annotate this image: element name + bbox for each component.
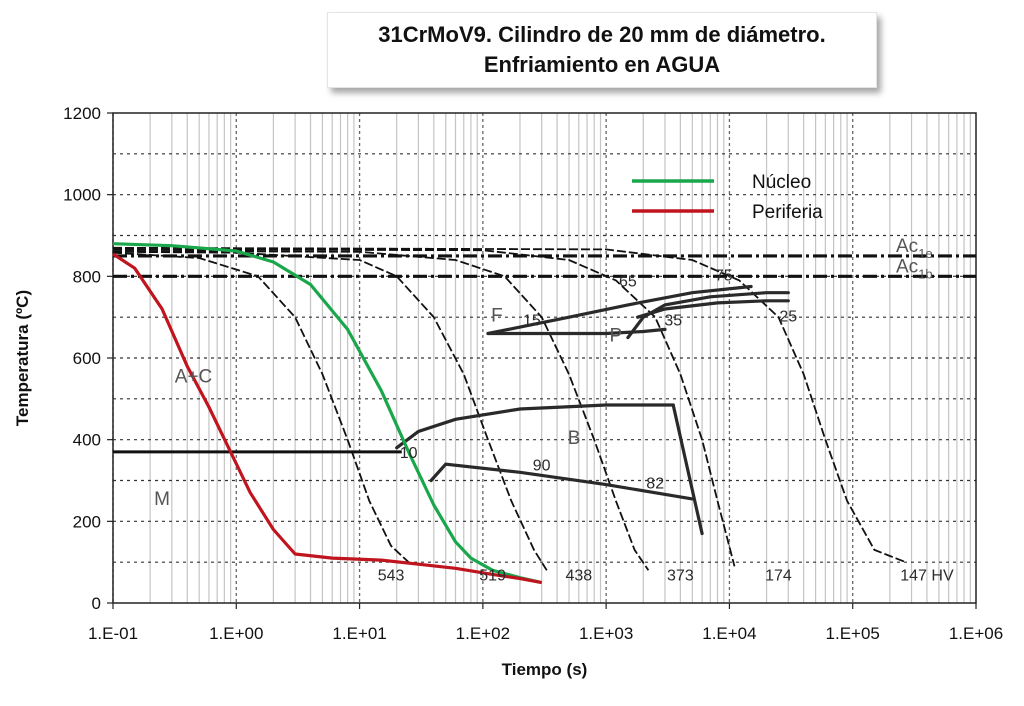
curve-label: 519 — [479, 568, 506, 585]
series-line — [112, 252, 542, 585]
x-tick-label: 1.E+00 — [209, 624, 263, 643]
transformation-zones — [395, 284, 790, 536]
curve-label: 438 — [565, 568, 592, 585]
curve-label: 373 — [667, 568, 694, 585]
transformation-boundary — [429, 462, 694, 501]
transformation-boundary — [395, 403, 675, 450]
y-axis: 0 200 400 600 800 1000 1200 — [63, 104, 113, 613]
curve-label: 10 — [400, 445, 418, 462]
y-tick-label: 1200 — [63, 104, 101, 123]
transformation-boundary — [486, 327, 667, 336]
region-label: F — [491, 305, 503, 326]
x-axis: 1.E-01 1.E+00 1.E+01 1.E+02 1.E+03 1.E+04 1.E+… — [88, 603, 1003, 643]
x-tick-label: 1.E+04 — [702, 624, 756, 643]
curve-label: 75 — [715, 267, 733, 284]
y-tick-label: 600 — [73, 349, 101, 368]
legend-label: Núcleo — [752, 172, 811, 193]
curve-label: 15 — [523, 312, 541, 329]
y-tick-label: 400 — [73, 431, 101, 450]
curve-label: 147 HV — [900, 568, 954, 585]
y-tick-label: 0 — [92, 594, 101, 613]
series-line — [112, 242, 543, 585]
x-tick-label: 1.E-01 — [88, 624, 138, 643]
curve-label: 82 — [646, 476, 664, 493]
curve-label: 25 — [779, 308, 797, 325]
region-label: B — [568, 428, 581, 449]
x-tick-label: 1.E+01 — [332, 624, 386, 643]
x-tick-label: 1.E+05 — [826, 624, 880, 643]
curve-label: 543 — [378, 568, 405, 585]
region-label: P — [610, 326, 623, 347]
y-tick-label: 800 — [73, 267, 101, 286]
y-tick-label: 200 — [73, 512, 101, 531]
curve-label: 35 — [664, 312, 682, 329]
region-label: A+C — [175, 367, 213, 388]
y-tick-label: 1000 — [63, 186, 101, 205]
transformation-boundary — [486, 284, 753, 336]
x-tick-label: 1.E+02 — [456, 624, 510, 643]
annotations: 65 75 15 35 25 10 90 82 543 519 438 373 174 147 HV F P B… — [154, 267, 954, 584]
curve-label: 174 — [765, 568, 792, 585]
curve-label: 90 — [533, 457, 551, 474]
x-axis-label: Tiempo (s) — [502, 660, 588, 679]
transformation-boundary — [636, 299, 790, 319]
reference-line-label: Ac1e — [896, 236, 933, 261]
region-label: M — [154, 489, 170, 510]
y-axis-label: Temperatura (ºC) — [13, 290, 32, 426]
cct-curves — [112, 246, 907, 571]
curve-label: 65 — [619, 274, 637, 291]
grid — [112, 113, 976, 603]
chart-title-line1: 31CrMoV9. Cilindro de 20 mm de diámetro. — [378, 22, 826, 47]
cct-cooling-curve — [112, 250, 548, 571]
transformation-boundary — [671, 403, 704, 536]
cct-cooling-curve — [112, 248, 736, 567]
legend: Núcleo Periferia — [632, 172, 823, 223]
cct-cooling-curve — [112, 250, 650, 571]
cct-cooling-curve — [112, 251, 410, 563]
x-tick-label: 1.E+06 — [949, 624, 1003, 643]
legend-label: Periferia — [752, 202, 823, 223]
cct-cooling-curve — [112, 246, 907, 564]
reference-line-label: Ac1b — [896, 256, 933, 281]
x-tick-label: 1.E+03 — [579, 624, 633, 643]
chart-title: 31CrMoV9. Cilindro de 20 mm de diámetro.… — [327, 12, 877, 88]
transformation-boundary — [626, 291, 790, 340]
cooling-series — [112, 242, 543, 585]
chart-title-line2: Enfriamiento en AGUA — [483, 52, 721, 77]
